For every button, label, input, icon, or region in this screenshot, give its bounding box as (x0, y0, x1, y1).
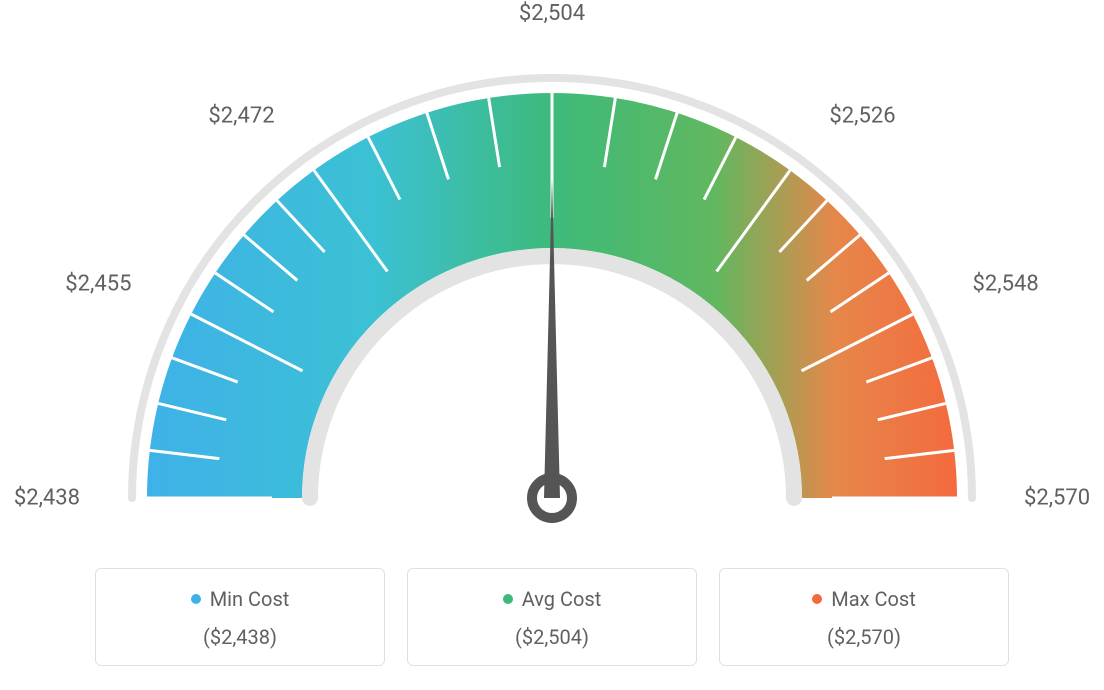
gauge-tick-label: $2,548 (973, 271, 1039, 296)
avg-cost-label: Avg Cost (522, 587, 602, 611)
gauge-tick-label: $2,526 (829, 104, 895, 129)
gauge-tick-label: $2,504 (519, 1, 585, 26)
min-cost-card: Min Cost ($2,438) (95, 568, 385, 666)
min-cost-label: Min Cost (210, 587, 290, 611)
max-dot-icon (812, 594, 822, 604)
max-cost-title: Max Cost (812, 587, 916, 611)
max-cost-label: Max Cost (831, 587, 916, 611)
avg-cost-card: Avg Cost ($2,504) (407, 568, 697, 666)
min-cost-value: ($2,438) (106, 625, 374, 649)
cost-summary-cards: Min Cost ($2,438) Avg Cost ($2,504) Max … (95, 568, 1009, 666)
gauge-tick-label: $2,472 (208, 104, 274, 129)
gauge-tick-label: $2,570 (1024, 486, 1090, 511)
max-cost-card: Max Cost ($2,570) (719, 568, 1009, 666)
gauge-tick-label: $2,438 (14, 486, 80, 511)
gauge-svg (0, 0, 1104, 560)
gauge-tick-label: $2,455 (65, 271, 131, 296)
avg-dot-icon (503, 594, 513, 604)
min-dot-icon (191, 594, 201, 604)
cost-gauge: $2,438 $2,455 $2,472 $2,504 $2,526 $2,548 $2,5… (0, 0, 1104, 560)
max-cost-value: ($2,570) (730, 625, 998, 649)
avg-cost-value: ($2,504) (418, 625, 686, 649)
avg-cost-title: Avg Cost (503, 587, 602, 611)
min-cost-title: Min Cost (191, 587, 290, 611)
